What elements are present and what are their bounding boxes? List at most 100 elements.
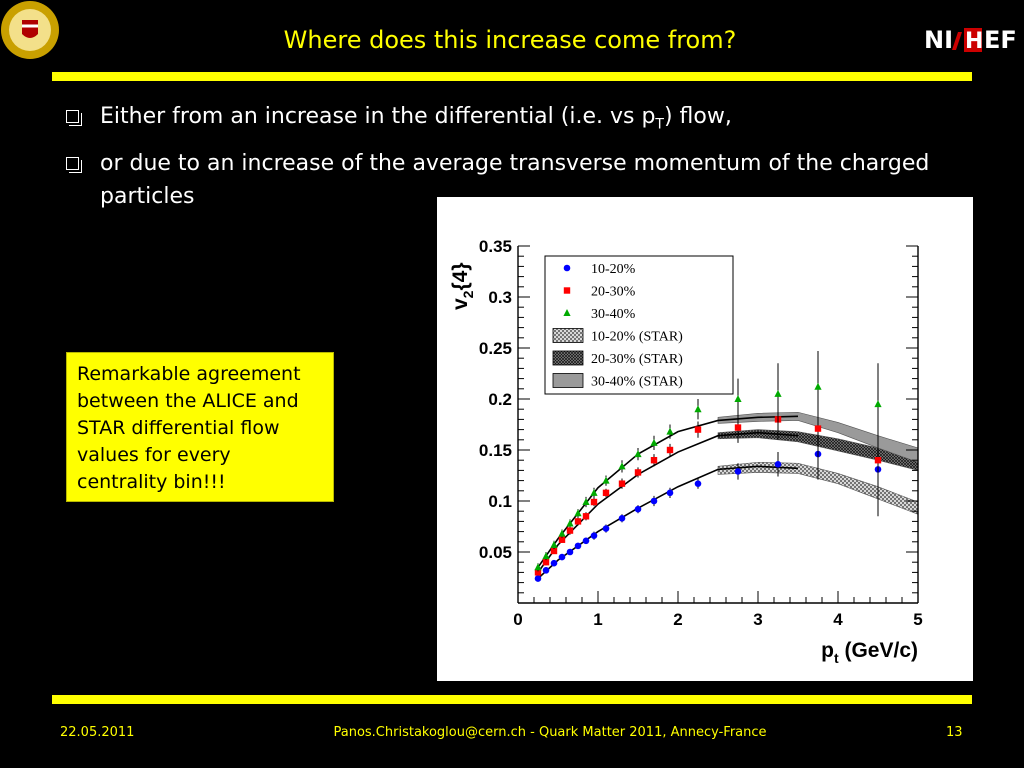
x-axis-title: pt (GeV/c) <box>821 639 918 666</box>
data-point-circle <box>534 575 542 582</box>
fit-curve-3 <box>537 415 799 568</box>
footer-credit: Panos.Christakoglou@cern.ch - Quark Matt… <box>333 725 767 740</box>
data-point-square <box>534 569 542 576</box>
data-point-circle <box>558 553 566 561</box>
checkbox-bullet-icon <box>66 110 82 126</box>
y-tick-label: 0.05 <box>479 543 512 562</box>
x-axis-title-main: p <box>821 639 834 662</box>
y-tick-label: 0.25 <box>479 339 512 358</box>
data-point-circle <box>618 515 626 522</box>
slide-title: Where does this increase come from? <box>283 26 737 54</box>
data-point-triangle <box>814 382 822 390</box>
bottom-divider <box>52 695 972 704</box>
data-point-triangle <box>550 540 558 548</box>
legend-swatch <box>552 350 584 366</box>
data-point-square <box>566 527 574 534</box>
data-point-circle <box>582 537 590 545</box>
data-point-circle <box>666 489 674 497</box>
data-point-square <box>814 425 822 432</box>
data-point-square <box>558 536 566 543</box>
data-point-triangle <box>590 488 598 496</box>
legend-swatch <box>552 328 584 343</box>
x-tick-label: 2 <box>673 610 682 629</box>
bullet-subscript: T <box>655 116 664 133</box>
data-point-square <box>590 498 598 506</box>
data-point-square <box>666 446 674 454</box>
data-point-triangle <box>574 509 582 517</box>
data-point-triangle <box>774 389 782 397</box>
x-tick-label: 1 <box>593 610 602 629</box>
data-point-circle <box>542 567 550 574</box>
footer-date: 22.05.2011 <box>60 725 135 740</box>
university-seal-icon <box>1 1 59 59</box>
x-tick-label: 3 <box>753 610 762 629</box>
data-point-square <box>582 513 590 520</box>
data-point-square <box>550 547 558 555</box>
data-point-square <box>618 480 626 487</box>
data-point-square <box>574 518 582 525</box>
data-point-triangle <box>566 519 574 527</box>
data-point-triangle <box>602 476 610 484</box>
nikhef-logo: NI H EF <box>924 26 1017 54</box>
data-point-circle <box>566 548 574 556</box>
agreement-callout: Remarkable agreement between the ALICE a… <box>66 352 334 502</box>
legend-marker <box>563 264 571 272</box>
data-point-triangle <box>534 563 542 571</box>
data-point-circle <box>590 532 598 539</box>
legend-marker <box>563 287 571 294</box>
data-point-triangle <box>734 395 742 402</box>
data-point-circle <box>550 559 558 567</box>
legend-marker <box>563 309 571 316</box>
data-point-triangle <box>582 498 590 506</box>
checkbox-bullet-icon <box>66 157 82 174</box>
x-tick-label: 4 <box>833 610 843 629</box>
data-point-triangle <box>634 450 642 458</box>
data-point-square <box>634 469 642 476</box>
y-tick-label: 0.2 <box>488 390 512 409</box>
y-axis-title-rest: {4} <box>449 262 472 290</box>
data-point-circle <box>734 468 742 475</box>
data-point-square <box>650 457 658 464</box>
bullet-list: Either from an increase in the different… <box>62 100 962 219</box>
y-axis-title-main: v <box>449 298 472 310</box>
data-point-triangle <box>542 552 550 560</box>
top-divider <box>52 72 972 81</box>
data-point-circle <box>650 497 658 505</box>
data-point-triangle <box>558 529 566 537</box>
data-point-triangle <box>650 438 658 446</box>
svg-text:H: H <box>965 29 983 54</box>
data-point-circle <box>774 460 782 468</box>
data-point-triangle <box>694 405 702 413</box>
bullet-differential-flow: Either from an increase in the different… <box>62 100 962 141</box>
legend-label: 10-20% (STAR) <box>591 330 683 345</box>
y-tick-label: 0.3 <box>488 288 512 307</box>
data-point-square <box>694 426 702 433</box>
data-point-triangle <box>874 400 882 408</box>
legend-label: 30-40% <box>591 307 636 322</box>
y-tick-label: 0.35 <box>479 237 512 256</box>
fit-curve-2 <box>537 431 799 573</box>
x-axis-title-unit: (GeV/c) <box>839 639 918 662</box>
data-point-square <box>734 424 742 431</box>
x-tick-label: 0 <box>513 610 522 629</box>
data-point-square <box>602 489 610 497</box>
legend-box <box>544 255 734 395</box>
data-point-triangle <box>618 462 626 470</box>
y-tick-label: 0.15 <box>479 441 512 460</box>
bullet-mean-pt: or due to an increase of the average tra… <box>62 147 962 213</box>
data-point-circle <box>574 542 582 550</box>
v2-vs-pt-plot: 0.05 0.1 0.15 0.2 0.25 0.3 0.35 0 1 2 3 4 5 pt (GeV/c… <box>437 197 973 681</box>
svg-text:NI: NI <box>924 26 953 54</box>
bullet-text: or due to an increase of the average tra… <box>100 151 930 210</box>
bullet-text-end: ) flow, <box>663 104 732 129</box>
legend-label: 10-20% <box>591 262 636 277</box>
legend-label: 30-40% (STAR) <box>591 375 683 390</box>
legend-swatch <box>552 373 584 388</box>
x-tick-label: 5 <box>913 610 922 629</box>
legend-label: 20-30% <box>591 285 636 300</box>
y-tick-label: 0.1 <box>488 492 512 511</box>
data-point-square <box>874 457 882 464</box>
x-axis-title-sub: t <box>834 650 839 666</box>
data-point-circle <box>602 525 610 532</box>
svg-text:EF: EF <box>984 26 1017 54</box>
